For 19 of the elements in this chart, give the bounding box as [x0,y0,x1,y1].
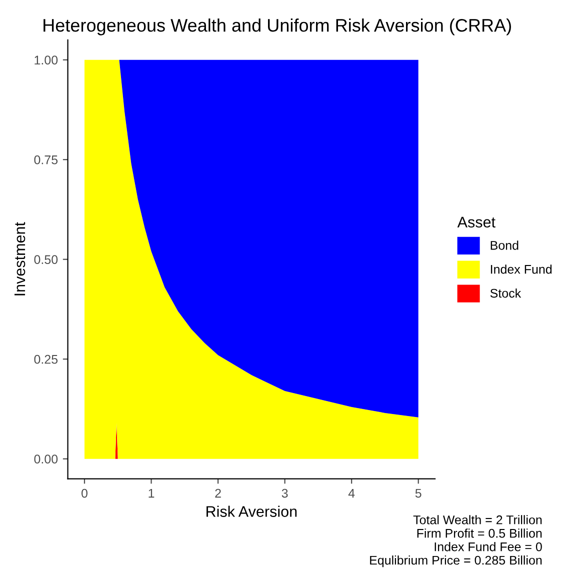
legend-label: Stock [490,288,522,298]
x-tick-label: 3 [282,488,288,498]
y-tick-label: 0.75 [34,155,58,164]
y-tick-label: 1.00 [34,56,58,64]
x-tick-label: 0 [82,488,88,498]
legend-title: Asset [457,216,496,228]
x-axis-title: Risk Aversion [206,506,297,517]
x-tick-label: 1 [148,488,154,498]
x-tick-label: 4 [348,488,355,498]
y-tick-label: 0.25 [34,354,58,364]
legend-label: Index Fund [490,264,552,274]
x-tick-label: 2 [215,488,221,498]
legend-label: Bond [490,240,518,250]
chart-title: Heterogeneous Wealth and Uniform Risk Aversion (CRRA) [44,18,511,36]
text: Total Wealth = 2 Trillion Firm Profit = 0.5 Billion Index Fund Fee = 0 Equlibrium Price = 0.285 Billion [370,515,542,568]
y-tick-label: 0.00 [34,454,58,464]
y-tick-label: 0.50 [34,255,58,264]
y-axis-title: Investment [14,222,26,296]
x-tick-label: 5 [415,488,422,498]
